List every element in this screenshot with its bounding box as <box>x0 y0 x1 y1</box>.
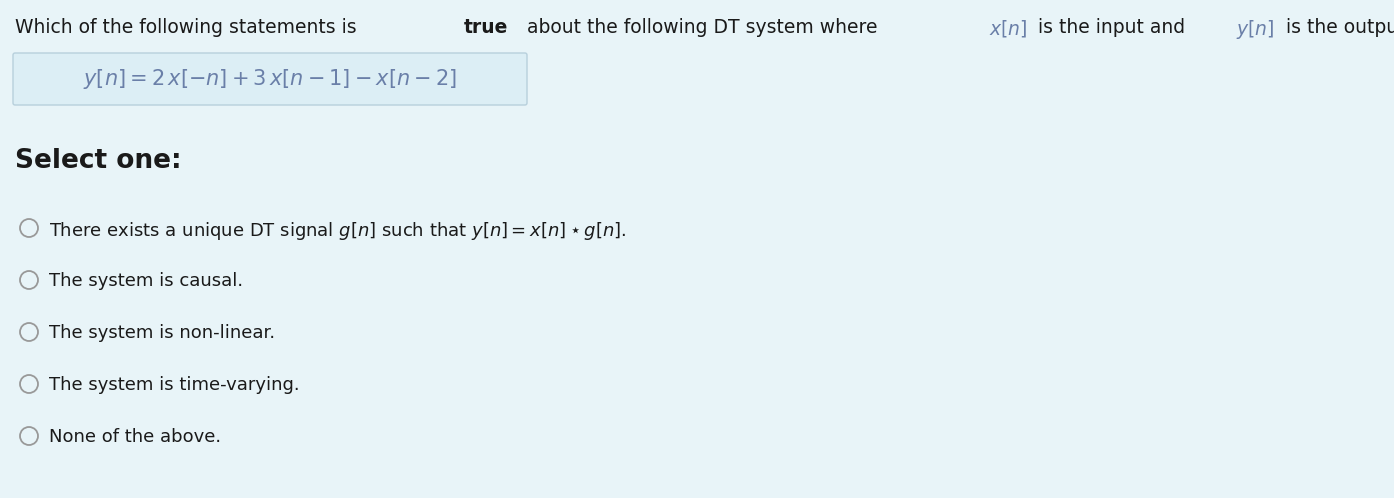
Text: The system is time-varying.: The system is time-varying. <box>49 376 300 394</box>
Text: is the output:: is the output: <box>1285 18 1394 37</box>
Text: Which of the following statements is: Which of the following statements is <box>15 18 362 37</box>
Text: $x[n]$: $x[n]$ <box>988 18 1027 39</box>
Text: $y[n]$: $y[n]$ <box>1236 18 1274 41</box>
Text: The system is causal.: The system is causal. <box>49 272 243 290</box>
Text: true: true <box>464 18 507 37</box>
Text: None of the above.: None of the above. <box>49 428 222 446</box>
Text: about the following DT system where: about the following DT system where <box>521 18 884 37</box>
Text: is the input and: is the input and <box>1039 18 1192 37</box>
FancyBboxPatch shape <box>13 53 527 105</box>
Text: The system is non-linear.: The system is non-linear. <box>49 324 275 342</box>
Text: Select one:: Select one: <box>15 148 181 174</box>
Text: $y[n] = 2\,x[-n] + 3\,x[n-1] - x[n-2]$: $y[n] = 2\,x[-n] + 3\,x[n-1] - x[n-2]$ <box>84 67 457 91</box>
Text: There exists a unique DT signal $g[n]$ such that $y[n] = x[n] \star g[n]$.: There exists a unique DT signal $g[n]$ s… <box>49 220 626 242</box>
